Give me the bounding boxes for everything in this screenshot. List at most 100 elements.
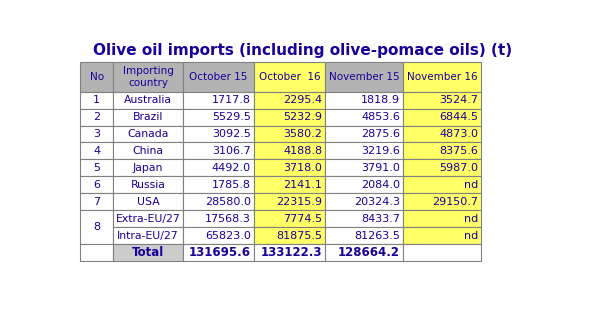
Text: China: China: [132, 146, 164, 156]
Text: Canada: Canada: [127, 129, 168, 139]
Bar: [113, 109, 183, 126]
Text: No: No: [90, 72, 104, 82]
Text: 4853.6: 4853.6: [361, 112, 400, 122]
Bar: [403, 126, 481, 143]
Bar: [325, 92, 403, 109]
Text: nd: nd: [464, 214, 478, 224]
Text: 5: 5: [93, 163, 100, 173]
Text: 8375.6: 8375.6: [439, 146, 478, 156]
Bar: [80, 210, 113, 244]
Bar: [183, 210, 254, 227]
Text: 3106.7: 3106.7: [212, 146, 251, 156]
Bar: [325, 176, 403, 193]
Text: 4188.8: 4188.8: [283, 146, 322, 156]
Text: 7774.5: 7774.5: [283, 214, 322, 224]
Text: November 15: November 15: [329, 72, 400, 82]
Text: 2084.0: 2084.0: [361, 180, 400, 190]
Text: 8433.7: 8433.7: [361, 214, 400, 224]
Text: 1: 1: [93, 95, 100, 105]
Text: 3524.7: 3524.7: [439, 95, 478, 105]
Text: 81263.5: 81263.5: [354, 231, 400, 241]
Bar: [80, 159, 113, 176]
Text: USA: USA: [137, 197, 160, 207]
Text: nd: nd: [464, 180, 478, 190]
Text: 5232.9: 5232.9: [283, 112, 322, 122]
Bar: [403, 176, 481, 193]
Bar: [113, 62, 183, 92]
Text: 2141.1: 2141.1: [283, 180, 322, 190]
Bar: [403, 244, 481, 261]
Text: Total: Total: [132, 246, 164, 259]
Bar: [254, 92, 325, 109]
Text: 1717.8: 1717.8: [212, 95, 251, 105]
Bar: [403, 143, 481, 159]
Text: October 15: October 15: [189, 72, 248, 82]
Bar: [403, 227, 481, 244]
Text: 3219.6: 3219.6: [361, 146, 400, 156]
Text: 3718.0: 3718.0: [283, 163, 322, 173]
Text: 6: 6: [93, 180, 100, 190]
Bar: [113, 143, 183, 159]
Text: 65823.0: 65823.0: [205, 231, 251, 241]
Bar: [254, 126, 325, 143]
Bar: [325, 210, 403, 227]
Bar: [403, 92, 481, 109]
Bar: [183, 62, 254, 92]
Bar: [325, 244, 403, 261]
Text: nd: nd: [464, 231, 478, 241]
Bar: [325, 159, 403, 176]
Text: Russia: Russia: [131, 180, 165, 190]
Bar: [325, 227, 403, 244]
Bar: [254, 227, 325, 244]
Text: 81875.5: 81875.5: [276, 231, 322, 241]
Bar: [403, 210, 481, 227]
Bar: [113, 193, 183, 210]
Text: 17568.3: 17568.3: [205, 214, 251, 224]
Bar: [254, 159, 325, 176]
Bar: [80, 176, 113, 193]
Bar: [325, 62, 403, 92]
Bar: [183, 244, 254, 261]
Bar: [325, 193, 403, 210]
Text: 2: 2: [93, 112, 100, 122]
Bar: [403, 62, 481, 92]
Bar: [254, 62, 325, 92]
Text: 3791.0: 3791.0: [361, 163, 400, 173]
Bar: [254, 176, 325, 193]
Bar: [183, 227, 254, 244]
Bar: [325, 143, 403, 159]
Text: 29150.7: 29150.7: [432, 197, 478, 207]
Text: 5529.5: 5529.5: [212, 112, 251, 122]
Text: 3092.5: 3092.5: [212, 129, 251, 139]
Bar: [254, 193, 325, 210]
Text: 3580.2: 3580.2: [283, 129, 322, 139]
Bar: [113, 92, 183, 109]
Text: 8: 8: [93, 222, 100, 232]
Bar: [183, 159, 254, 176]
Bar: [254, 244, 325, 261]
Text: 6844.5: 6844.5: [439, 112, 478, 122]
Bar: [325, 126, 403, 143]
Bar: [254, 109, 325, 126]
Bar: [80, 109, 113, 126]
Bar: [403, 193, 481, 210]
Text: October  16: October 16: [259, 72, 320, 82]
Bar: [113, 126, 183, 143]
Text: 28580.0: 28580.0: [204, 197, 251, 207]
Bar: [80, 92, 113, 109]
Bar: [80, 62, 113, 92]
Text: 7: 7: [93, 197, 100, 207]
Text: 2875.6: 2875.6: [361, 129, 400, 139]
Bar: [80, 126, 113, 143]
Text: Extra-EU/27: Extra-EU/27: [116, 214, 180, 224]
Bar: [183, 109, 254, 126]
Bar: [254, 210, 325, 227]
Text: 2295.4: 2295.4: [283, 95, 322, 105]
Bar: [254, 143, 325, 159]
Text: Intra-EU/27: Intra-EU/27: [117, 231, 179, 241]
Text: 131695.6: 131695.6: [189, 246, 251, 259]
Text: Brazil: Brazil: [133, 112, 163, 122]
Text: 1818.9: 1818.9: [361, 95, 400, 105]
Text: Importing
country: Importing country: [122, 66, 174, 88]
Text: 3: 3: [93, 129, 100, 139]
